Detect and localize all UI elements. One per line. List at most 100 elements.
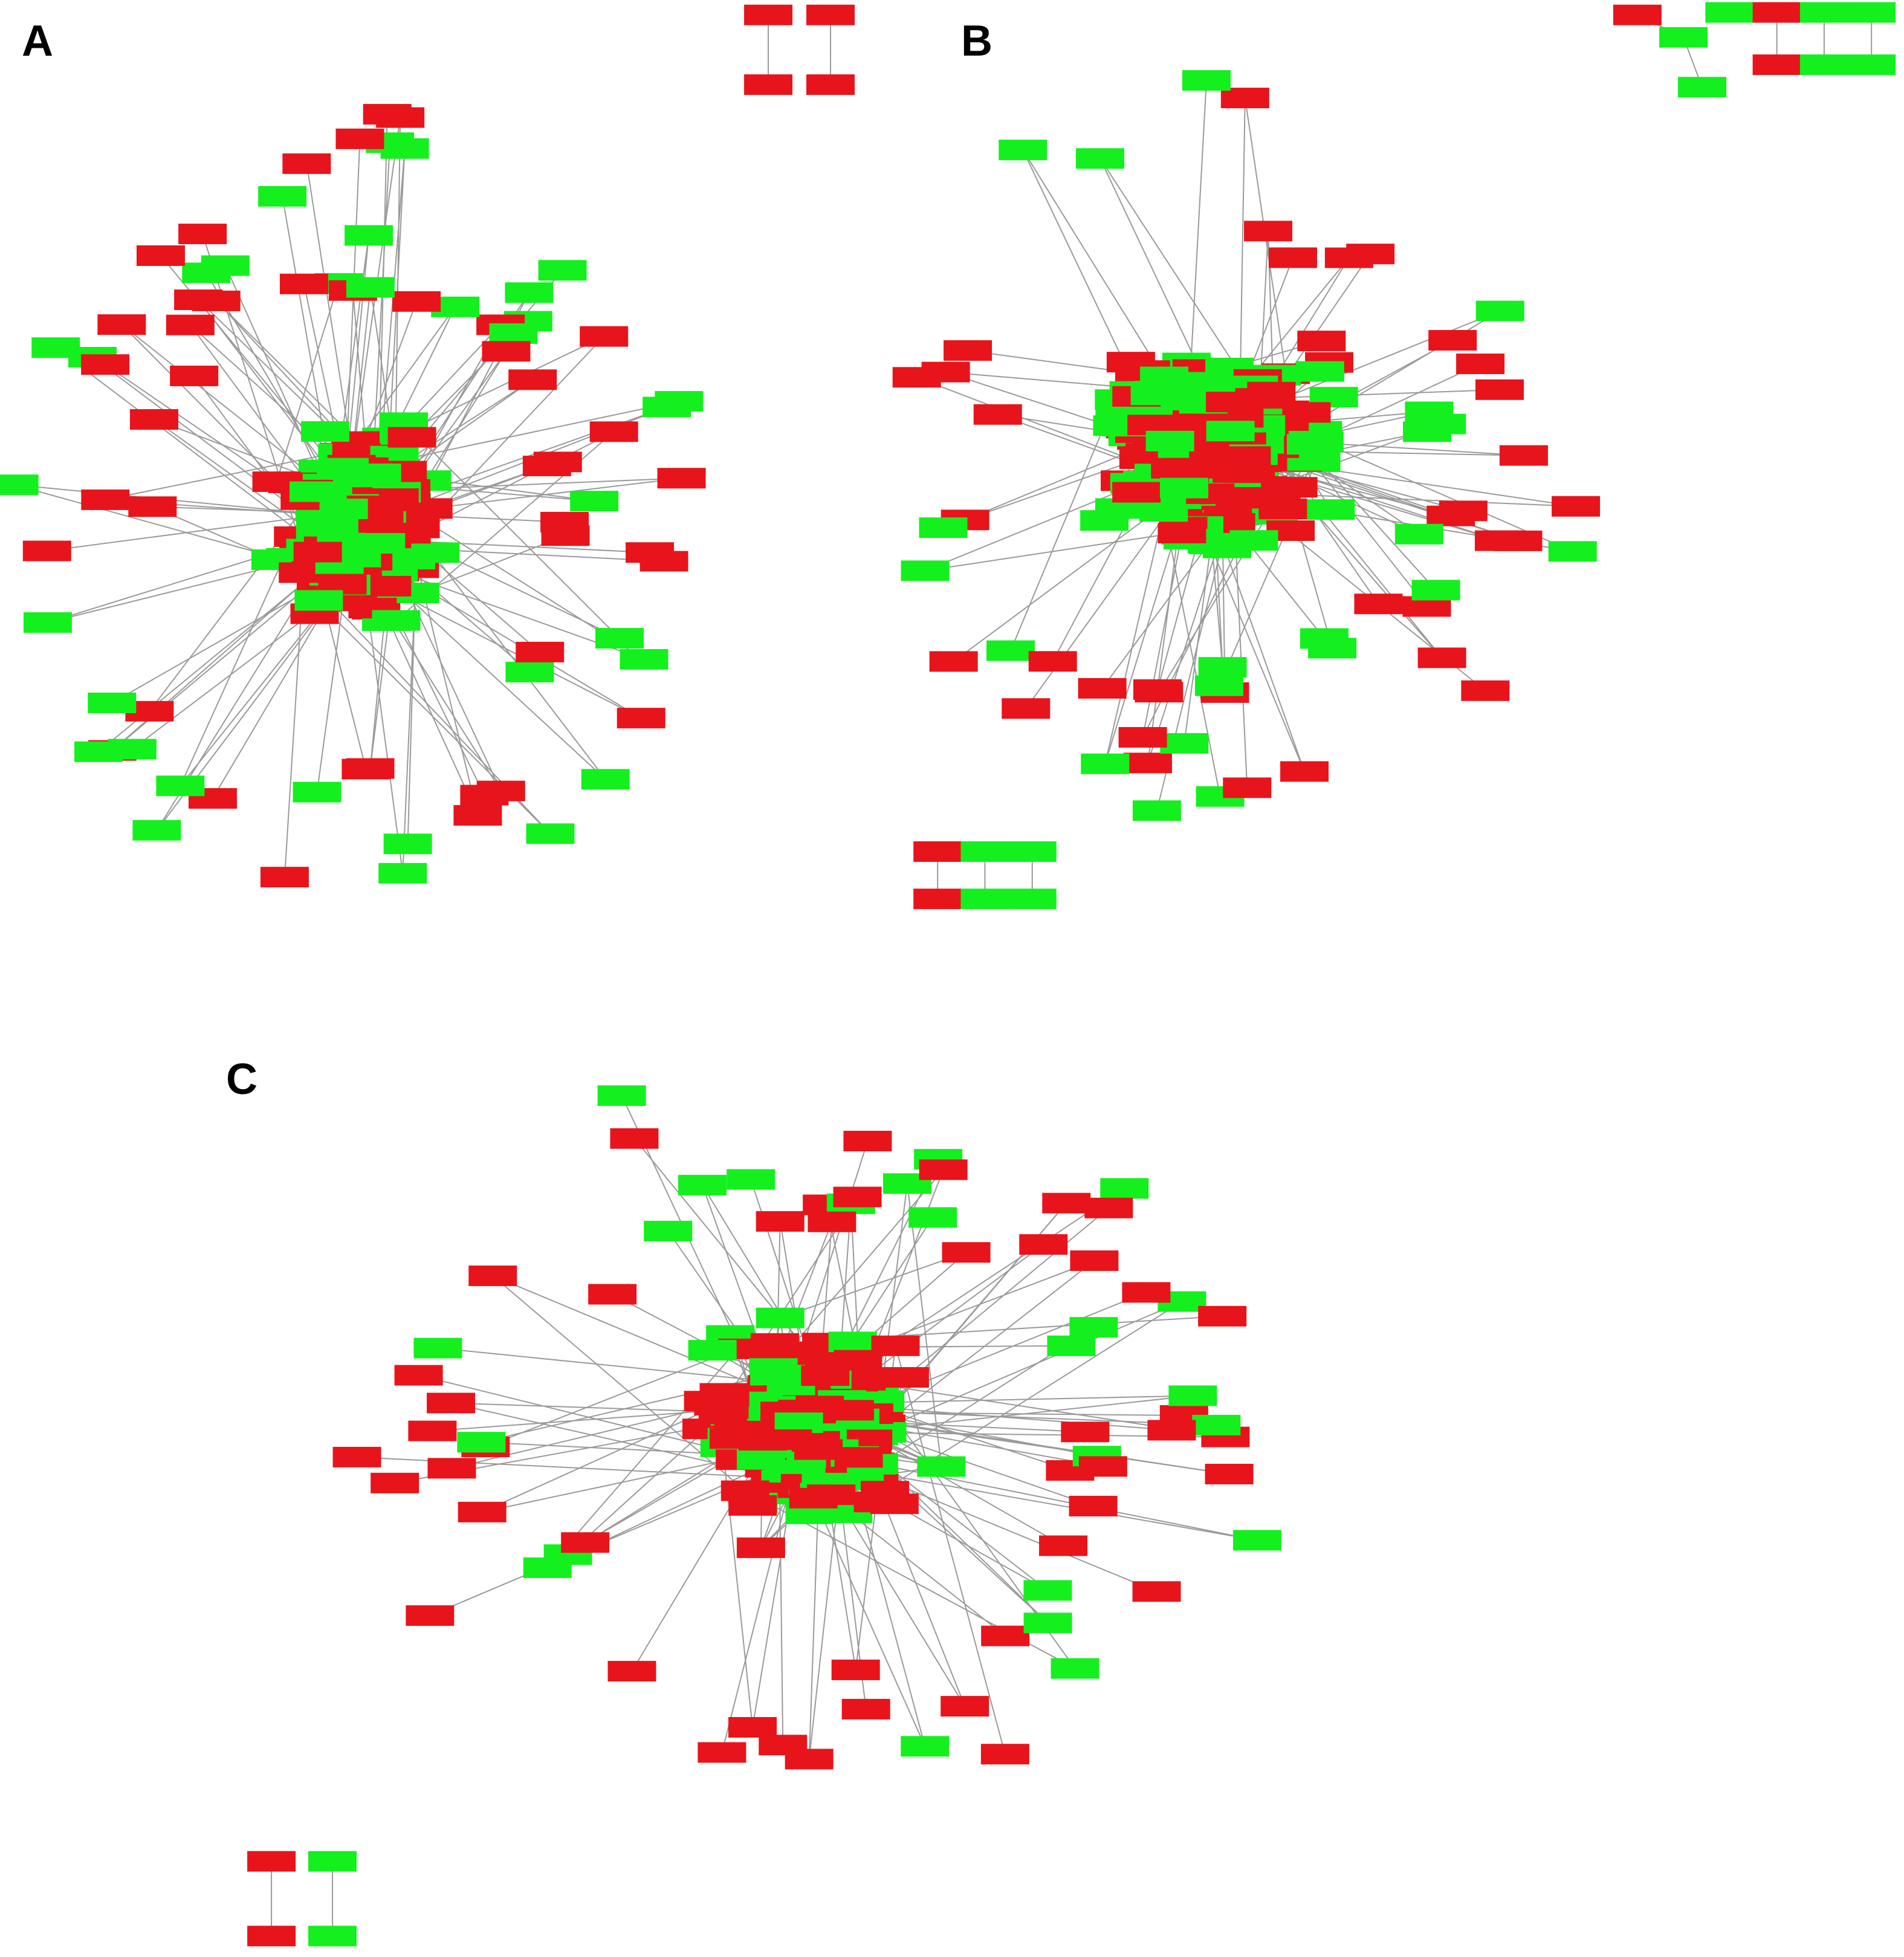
gene-node [1080, 510, 1128, 531]
gene-node [1160, 733, 1208, 754]
gene-node [293, 782, 341, 803]
gene-node [789, 1488, 838, 1509]
gene-node [595, 628, 644, 649]
gene-node [384, 833, 432, 854]
gene-node [508, 369, 557, 390]
gene-node [1475, 531, 1523, 551]
gene-node [540, 512, 589, 532]
gene-node [1119, 727, 1167, 748]
gene-node [1428, 330, 1477, 351]
edge [896, 1346, 1005, 1755]
gene-node [1306, 499, 1355, 520]
gene-node [1753, 2, 1801, 23]
gene-node [477, 781, 525, 801]
gene-node [620, 649, 668, 670]
gene-node [294, 542, 342, 562]
gene-node [643, 396, 691, 417]
gene-node [999, 140, 1047, 160]
gene-node [607, 1661, 656, 1681]
gene-node [1024, 1613, 1072, 1633]
gene-node [1078, 678, 1127, 699]
gene-node [942, 1242, 991, 1263]
gene-node [378, 863, 427, 884]
gene-node [974, 404, 1022, 425]
gene-node [346, 277, 395, 298]
gene-node [1199, 657, 1247, 678]
gene-node [1160, 478, 1208, 499]
gene-node [88, 693, 136, 713]
gene-node [1229, 530, 1278, 551]
gene-node [1847, 54, 1896, 75]
gene-node [1500, 445, 1548, 466]
gene-node [913, 888, 962, 909]
gene-node [1461, 681, 1509, 701]
gene-node [457, 1432, 505, 1452]
gene-node [1417, 414, 1466, 435]
gene-node [453, 805, 502, 826]
gene-node [482, 341, 530, 361]
gene-node [1847, 2, 1896, 23]
gene-node [698, 1742, 746, 1763]
gene-node [137, 245, 185, 266]
gene-node [97, 314, 146, 335]
gene-node [1244, 221, 1292, 241]
gene-node [308, 1851, 357, 1872]
gene-node [626, 542, 674, 563]
gene-node [1079, 1456, 1127, 1477]
gene-node [1659, 27, 1708, 48]
gene-node [1135, 682, 1183, 702]
gene-node [1198, 1306, 1246, 1327]
gene-node [834, 1187, 882, 1208]
gene-node [1800, 54, 1848, 75]
gene-node [1002, 698, 1050, 719]
gene-node [308, 1926, 357, 1946]
gene-node [678, 1175, 727, 1195]
gene-node [981, 1626, 1029, 1646]
gene-node [342, 759, 390, 780]
gene-node [843, 1131, 892, 1151]
gene-node [1269, 247, 1317, 268]
gene-node [81, 354, 129, 375]
gene-node [801, 1365, 849, 1386]
gene-node [539, 260, 587, 280]
gene-node [588, 1284, 636, 1304]
gene-node [258, 186, 306, 207]
panel-label: C [226, 1055, 257, 1104]
gene-node [751, 1333, 799, 1354]
gene-node [1206, 421, 1255, 441]
gene-node [458, 1502, 507, 1522]
gene-node [1456, 354, 1504, 374]
gene-node [413, 1338, 462, 1358]
gene-node [1439, 500, 1488, 521]
gene-node [644, 1221, 692, 1241]
gene-node [658, 468, 706, 488]
gene-node [1029, 651, 1077, 671]
gene-node [1008, 841, 1057, 862]
gene-node [727, 1169, 775, 1189]
gene-node [406, 1605, 454, 1626]
gene-node [1008, 888, 1057, 909]
gene-node [376, 108, 424, 128]
gene-node [737, 1538, 785, 1558]
gene-node [130, 409, 178, 430]
gene-node [1206, 392, 1254, 412]
gene-node [1800, 2, 1848, 23]
gene-node [1133, 1581, 1181, 1602]
gene-node [282, 154, 331, 174]
gene-node [986, 641, 1035, 661]
gene-node [808, 1212, 856, 1232]
gene-node [1300, 628, 1349, 649]
gene-node [201, 256, 250, 276]
gene-node [1122, 1282, 1170, 1302]
gene-node [901, 1736, 949, 1756]
gene-node [688, 1340, 737, 1360]
gene-node [1069, 1317, 1118, 1338]
gene-node [1147, 1420, 1196, 1440]
gene-node [174, 290, 222, 310]
gene-node [806, 74, 855, 95]
gene-node [617, 708, 665, 728]
panel-label: A [22, 17, 53, 65]
gene-node [1124, 752, 1172, 773]
